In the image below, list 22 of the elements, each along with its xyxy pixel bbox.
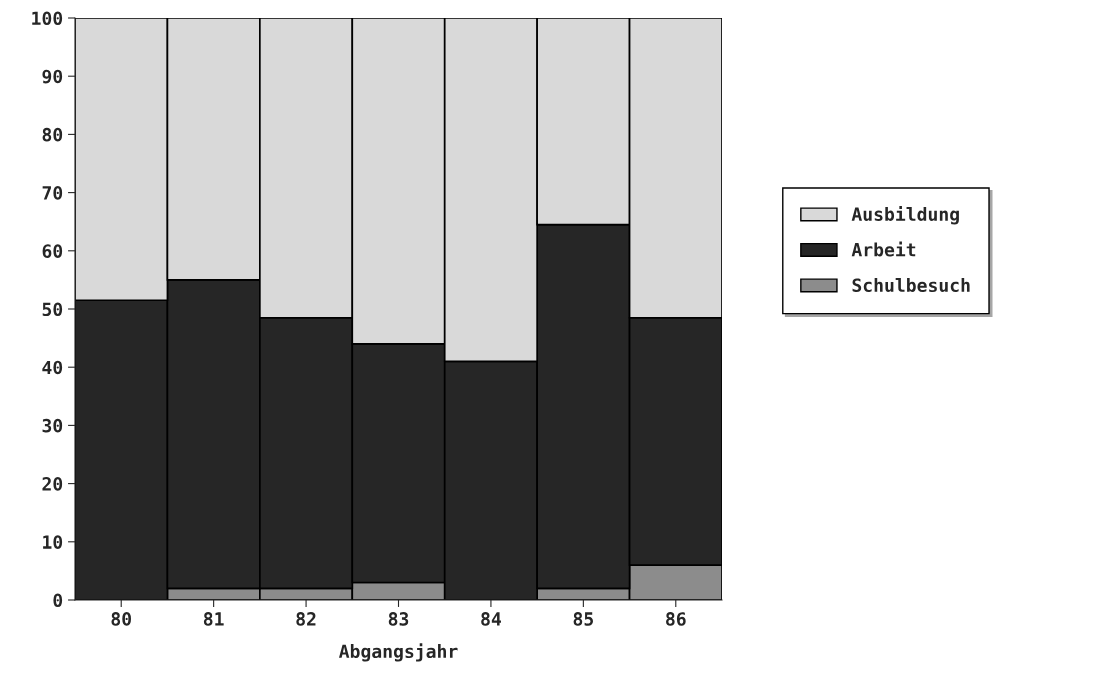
x-tick-label: 86: [666, 612, 686, 626]
y-tick-label: 0: [53, 593, 63, 608]
x-tick-label: 80: [111, 612, 131, 626]
x-tick-label: 84: [481, 612, 501, 626]
y-tick-label: 70: [42, 186, 63, 200]
y-tick-label: 100: [32, 11, 63, 26]
legend-label: Arbeit: [851, 241, 916, 257]
x-tick-label: 81: [203, 612, 224, 626]
x-axis-title: Abgangsjahr: [339, 643, 458, 662]
x-tick-label: 85: [573, 612, 593, 626]
y-tick-label: 90: [42, 69, 63, 84]
x-tick-label: 83: [388, 612, 409, 626]
y-tick-label: 50: [42, 302, 63, 317]
legend-label: Ausbildung: [851, 206, 959, 225]
legend-label: Schulbesuch: [852, 278, 970, 293]
y-tick-label: 60: [42, 244, 63, 258]
y-tick-label: 20: [42, 477, 63, 491]
x-tick-label: 82: [296, 612, 316, 626]
y-tick-label: 10: [43, 535, 63, 549]
y-tick-label: 30: [42, 418, 63, 433]
y-tick-label: 40: [42, 360, 63, 375]
y-tick-label: 80: [42, 127, 63, 142]
